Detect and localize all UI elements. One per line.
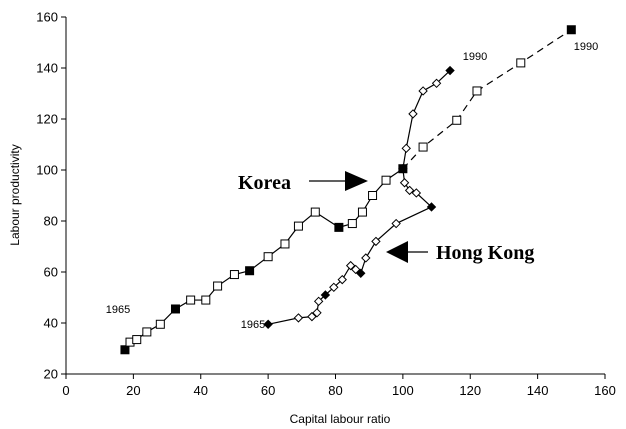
hong-kong-point	[345, 260, 356, 271]
y-tick-label: 120	[36, 112, 58, 127]
hong-kong-point	[399, 178, 410, 188]
korea-point	[142, 327, 152, 337]
x-tick-label: 120	[459, 383, 481, 398]
korea-point	[347, 219, 357, 229]
series-hong-kong	[263, 65, 455, 329]
korea-point	[381, 175, 391, 185]
x-tick-label: 140	[527, 383, 549, 398]
hong-kong-point	[445, 65, 455, 76]
y-tick-label: 140	[36, 61, 58, 76]
hong-kong-point	[312, 308, 322, 318]
hong-kong-point	[411, 188, 422, 198]
korea-end-year: 1990	[574, 41, 598, 53]
y-tick-label: 80	[44, 214, 58, 229]
x-tick-label: 20	[126, 383, 140, 398]
y-axis-title: Labour productivity	[8, 144, 22, 245]
korea-point	[368, 191, 378, 200]
korea-point	[566, 25, 576, 35]
hong-kong-point	[418, 86, 428, 96]
y-tick-label: 40	[44, 316, 58, 331]
hong-kong-point	[426, 202, 437, 212]
x-tick-label: 100	[392, 383, 414, 398]
korea-point	[229, 270, 239, 280]
hong-kong-point	[371, 236, 381, 247]
korea-point	[516, 58, 526, 68]
korea-point	[357, 207, 367, 217]
hong-kong-point	[329, 282, 339, 293]
hong-kong-point	[337, 274, 347, 285]
hong-kong-label: Hong Kong	[436, 242, 534, 264]
korea-point	[201, 295, 211, 305]
hong-kong-point	[431, 78, 442, 89]
x-tick-label: 60	[261, 383, 275, 398]
hong-kong-arrow	[386, 241, 428, 263]
korea-point	[452, 115, 462, 125]
hong-kong-point	[263, 319, 273, 329]
hong-kong-point	[398, 164, 408, 174]
hong-kong-point	[320, 290, 331, 300]
x-tick-label: 0	[62, 383, 69, 398]
hong-kong-point	[307, 311, 317, 322]
hong-kong-point	[313, 296, 324, 307]
korea-point	[418, 142, 428, 152]
korea-point	[263, 252, 273, 262]
korea-point	[132, 335, 142, 345]
korea-point	[280, 239, 290, 249]
x-tick-label: 80	[328, 383, 342, 398]
korea-label: Korea	[238, 172, 291, 194]
y-tick-label: 20	[44, 367, 58, 382]
korea-point	[334, 222, 344, 232]
hong-kong-point	[391, 218, 401, 229]
korea-point	[120, 345, 130, 355]
hong-kong-point	[404, 185, 415, 196]
x-tick-label: 160	[594, 383, 616, 398]
hong-kong-point	[401, 143, 411, 154]
x-tick-label: 40	[194, 383, 208, 398]
korea-point	[170, 304, 180, 314]
korea-arrow	[309, 171, 368, 191]
hong-kong-point	[356, 268, 366, 278]
hong-kong-point	[361, 253, 371, 263]
hong-kong-point	[351, 264, 361, 275]
series-korea	[120, 25, 576, 355]
korea-point	[155, 319, 165, 329]
hk-start-year: 1965	[241, 319, 265, 331]
hong-kong-point	[408, 109, 418, 119]
korea-start-year: 1965	[106, 304, 130, 316]
hk-end-year: 1990	[463, 51, 487, 63]
korea-point	[213, 281, 223, 291]
y-tick-label: 100	[36, 163, 58, 178]
y-tick-label: 160	[36, 10, 58, 25]
axes: 0 20 40 60 80 100 120 140 160 20 40 60 80 100 120 140 16…	[36, 10, 616, 399]
y-tick-label: 60	[44, 265, 58, 280]
x-axis-title: Capital labour ratio	[290, 412, 391, 426]
korea-point	[245, 266, 255, 276]
hong-kong-line	[268, 70, 451, 325]
hong-kong-point	[293, 313, 304, 323]
korea-point	[472, 86, 482, 96]
korea-point	[293, 221, 303, 231]
korea-point	[310, 207, 320, 217]
korea-point	[186, 295, 196, 305]
